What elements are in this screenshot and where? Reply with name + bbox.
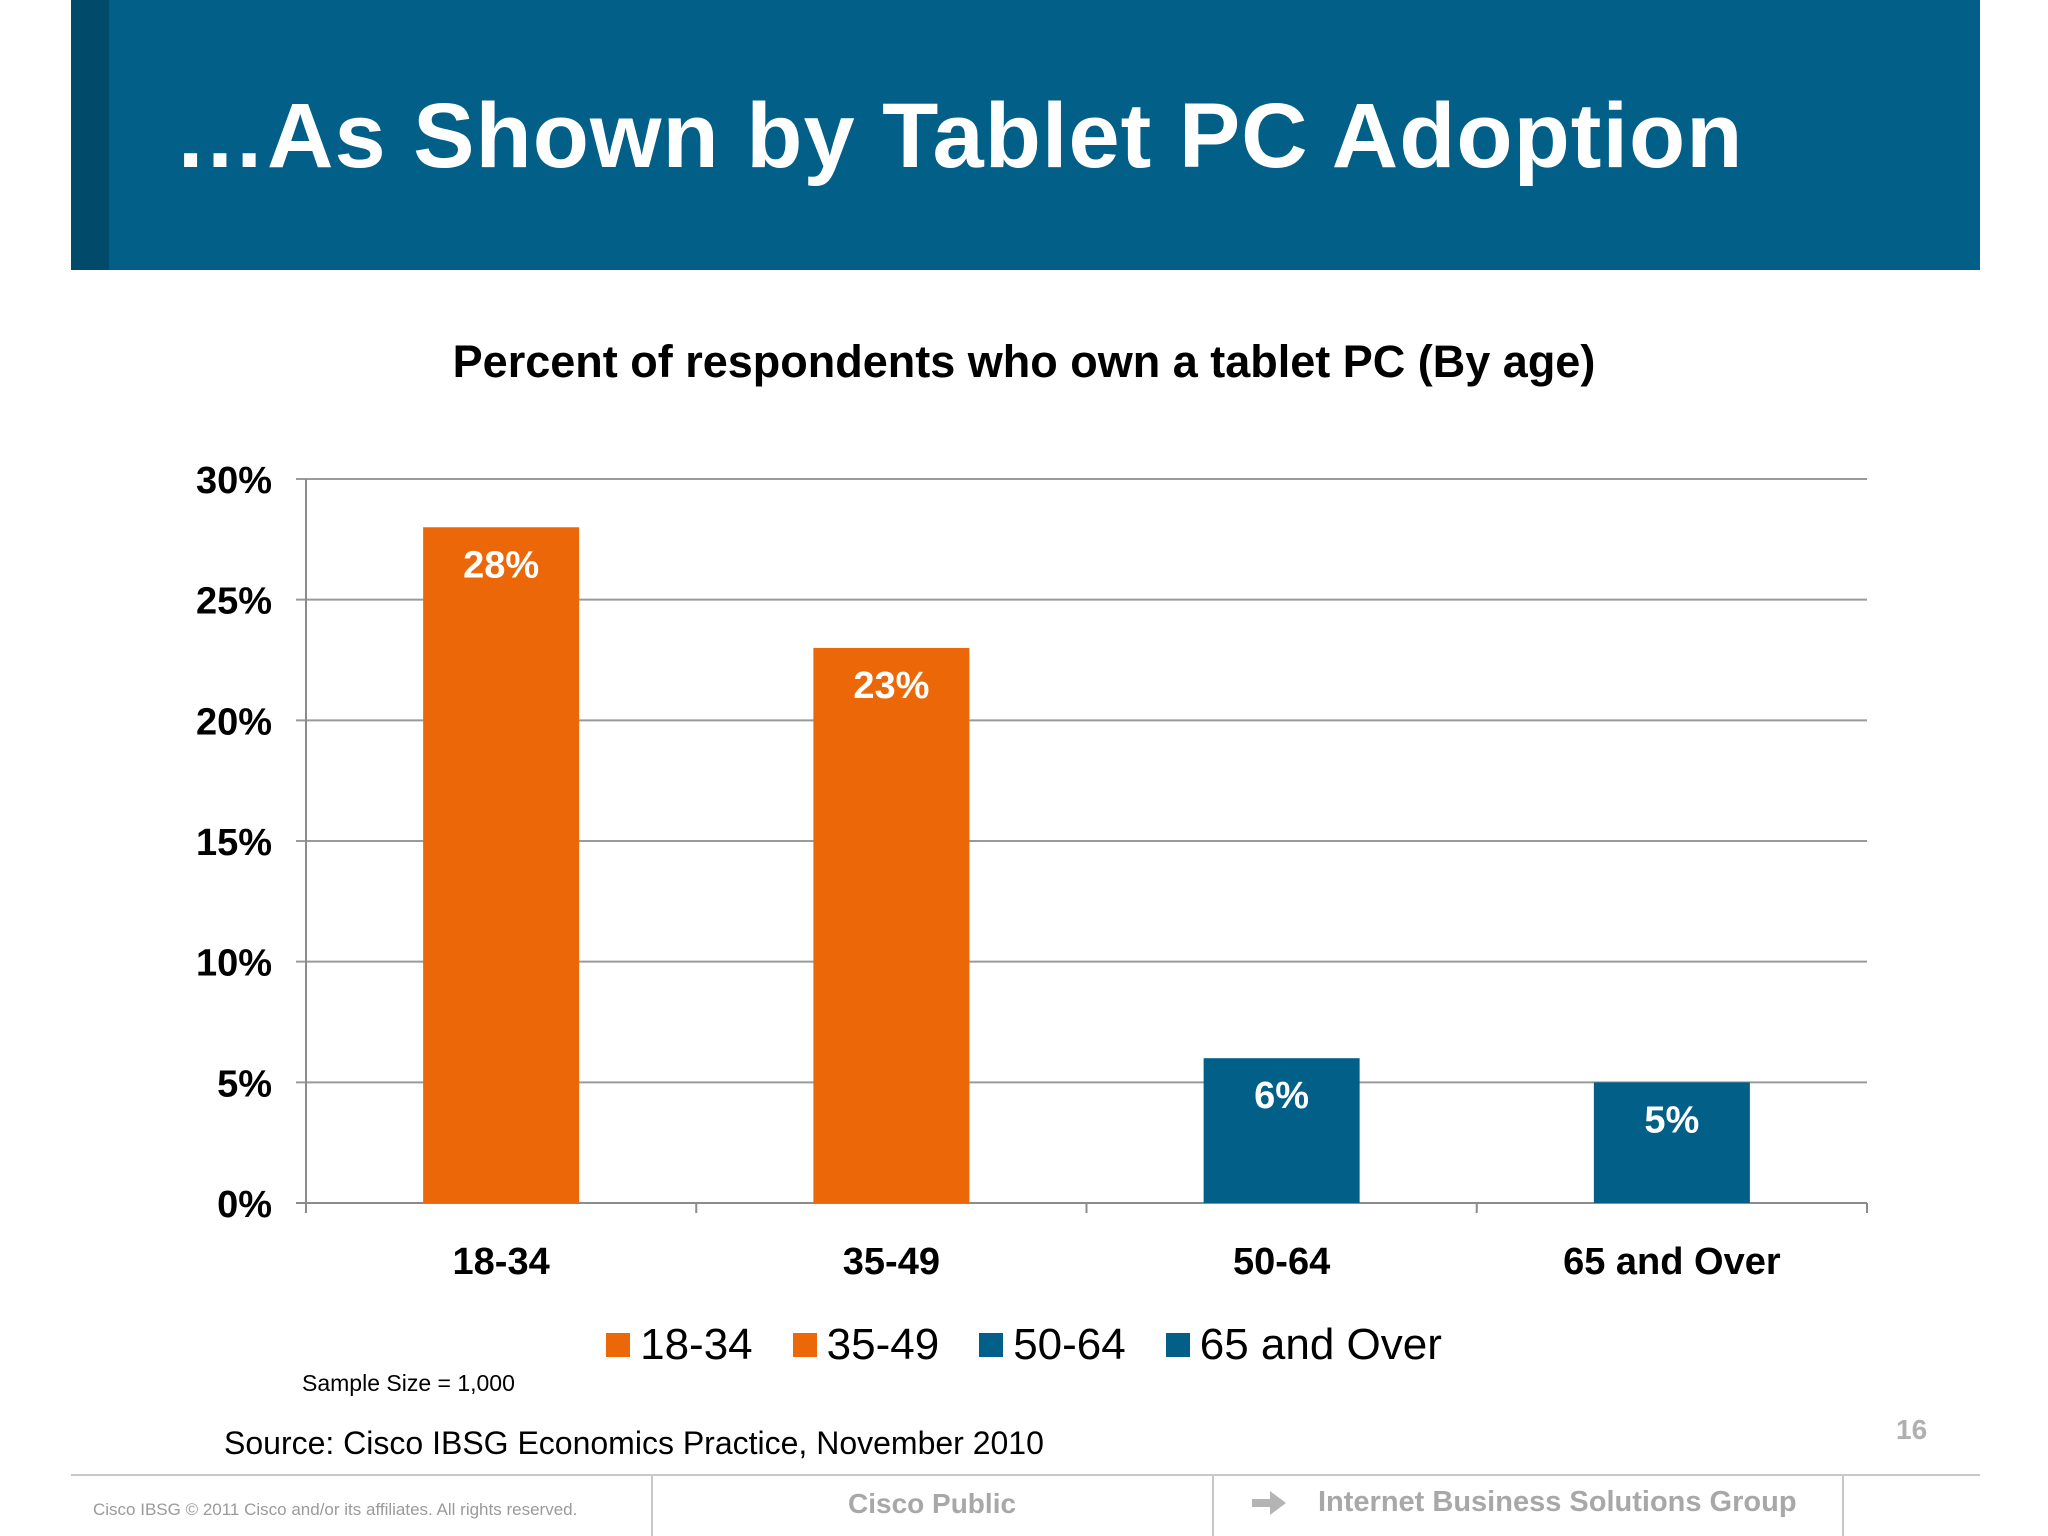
legend-swatch — [1165, 1333, 1190, 1357]
axis-layer: 0% 5% 10% 15% 20% 25% 30% — [196, 460, 1868, 1226]
footer-group: Internet Business Solutions Group — [1250, 1486, 1797, 1519]
y-tick-label: 5% — [217, 1063, 272, 1105]
legend-label: 65 and Over — [1199, 1320, 1442, 1369]
legend-label: 50-64 — [1013, 1320, 1126, 1369]
legend-swatch — [979, 1333, 1004, 1357]
page-title: …As Shown by Tablet PC Adoption — [174, 85, 1744, 187]
y-tick-label: 25% — [196, 581, 272, 623]
footer-copyright: Cisco IBSG © 2011 Cisco and/or its affil… — [93, 1500, 578, 1519]
legend-swatch — [606, 1333, 631, 1357]
header-accent — [71, 0, 109, 270]
chart-legend: 18-34 35-49 50-64 65 and Over — [0, 1320, 2048, 1370]
x-tick-label: 50-64 — [1233, 1241, 1330, 1283]
data-label: 6% — [1254, 1075, 1309, 1117]
page-number: 16 — [1896, 1414, 1928, 1445]
legend-item: 35-49 — [792, 1320, 940, 1370]
data-label: 5% — [1644, 1099, 1699, 1141]
sample-size-note: Sample Size = 1,000 — [302, 1370, 515, 1396]
y-tick-label: 0% — [217, 1184, 272, 1226]
footer-divider — [1212, 1476, 1214, 1536]
y-tick-label: 20% — [196, 701, 272, 743]
label-layer: 28% 18-34 23% 35-49 6% 50-64 5% 65 and Over — [453, 544, 1781, 1283]
source-note: Source: Cisco IBSG Economics Practice, N… — [224, 1425, 1044, 1461]
bar-65-and-over — [1593, 1082, 1750, 1203]
arrow-right-icon — [1252, 1490, 1286, 1515]
footer-divider — [1842, 1476, 1844, 1536]
legend-swatch — [792, 1333, 817, 1357]
bar-50-64 — [1203, 1058, 1360, 1203]
footer-classification: Cisco Public — [848, 1488, 1017, 1519]
legend-item: 50-64 — [979, 1320, 1126, 1370]
footer-rule — [71, 1474, 1980, 1476]
y-tick-label: 15% — [196, 822, 272, 864]
legend-item: 18-34 — [606, 1320, 753, 1370]
data-label: 23% — [853, 665, 929, 707]
bar-layer — [423, 527, 1750, 1203]
bar-35-49 — [813, 647, 970, 1203]
footer-group-label: Internet Business Solutions Group — [1318, 1486, 1797, 1518]
bar-chart: 0% 5% 10% 15% 20% 25% 30% 28% 18-34 23% 35-49 6% 50… — [196, 460, 1868, 1283]
bar-18-34 — [423, 527, 580, 1203]
y-tick-label: 10% — [196, 943, 272, 985]
footer-divider — [651, 1476, 653, 1536]
legend-label: 18-34 — [640, 1320, 753, 1369]
legend-label: 35-49 — [826, 1320, 940, 1369]
x-tick-label: 35-49 — [843, 1241, 940, 1283]
legend-item: 65 and Over — [1165, 1320, 1442, 1370]
header-band — [71, 0, 1980, 270]
chart-title: Percent of respondents who own a tablet … — [452, 336, 1596, 387]
data-label: 28% — [463, 544, 539, 586]
x-tick-label: 65 and Over — [1563, 1241, 1781, 1283]
y-tick-label: 30% — [196, 460, 272, 502]
x-tick-label: 18-34 — [453, 1241, 550, 1283]
